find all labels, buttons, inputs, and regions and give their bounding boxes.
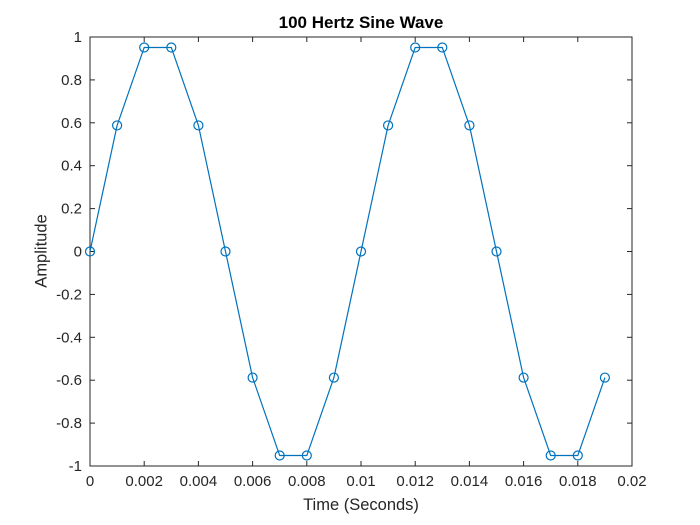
y-tick-label: 0.4 xyxy=(61,158,82,175)
data-point-marker xyxy=(572,450,583,461)
x-tick-label: 0.008 xyxy=(288,473,326,490)
x-tick-label: 0.016 xyxy=(505,473,543,490)
x-tick-label: 0.004 xyxy=(180,473,218,490)
data-point-marker xyxy=(193,120,204,131)
data-point-marker xyxy=(84,246,96,257)
y-tick-label: 0.6 xyxy=(61,115,82,132)
y-tick-label: 0.2 xyxy=(61,201,82,218)
x-tick-label: 0.02 xyxy=(617,473,646,490)
data-point-marker xyxy=(111,120,123,131)
data-point-marker xyxy=(491,246,502,257)
data-point-marker xyxy=(355,246,367,257)
y-tick-label: -0.4 xyxy=(56,329,82,346)
y-tick-label: 0 xyxy=(74,244,82,261)
y-tick-label: -0.6 xyxy=(56,372,82,389)
y-axis-label: Amplitude xyxy=(32,214,51,288)
y-tick-label: 0.8 xyxy=(61,72,82,89)
x-tick-label: 0.018 xyxy=(559,473,597,490)
y-tick-label: -0.2 xyxy=(56,286,82,303)
data-point-marker xyxy=(139,42,150,53)
data-point-marker xyxy=(301,450,312,461)
x-tick-label: 0.014 xyxy=(451,473,489,490)
x-tick-label: 0 xyxy=(86,473,94,490)
data-point-marker xyxy=(274,450,285,461)
data-point-marker xyxy=(383,120,394,131)
data-point-marker xyxy=(464,120,475,131)
data-point-marker xyxy=(410,42,421,53)
data-point-marker xyxy=(247,372,258,383)
y-tick-label: -0.8 xyxy=(56,415,82,432)
data-point-marker xyxy=(220,246,231,257)
data-point-marker xyxy=(545,450,556,461)
data-point-marker xyxy=(437,42,448,53)
x-tick-label: 0.012 xyxy=(396,473,434,490)
data-point-marker xyxy=(166,42,177,53)
x-tick-label: 0.01 xyxy=(346,473,375,490)
y-tick-label: -1 xyxy=(69,458,82,475)
sine-data-line xyxy=(89,46,606,457)
x-tick-label: 0.002 xyxy=(125,473,163,490)
data-point-marker xyxy=(328,372,339,383)
x-tick-label: 0.006 xyxy=(234,473,272,490)
data-point-marker xyxy=(518,372,529,383)
y-tick-label: 1 xyxy=(74,29,82,46)
x-axis-label: Time (Seconds) xyxy=(303,496,419,514)
chart-title: 100 Hertz Sine Wave xyxy=(278,13,444,32)
data-point-marker xyxy=(599,372,611,383)
